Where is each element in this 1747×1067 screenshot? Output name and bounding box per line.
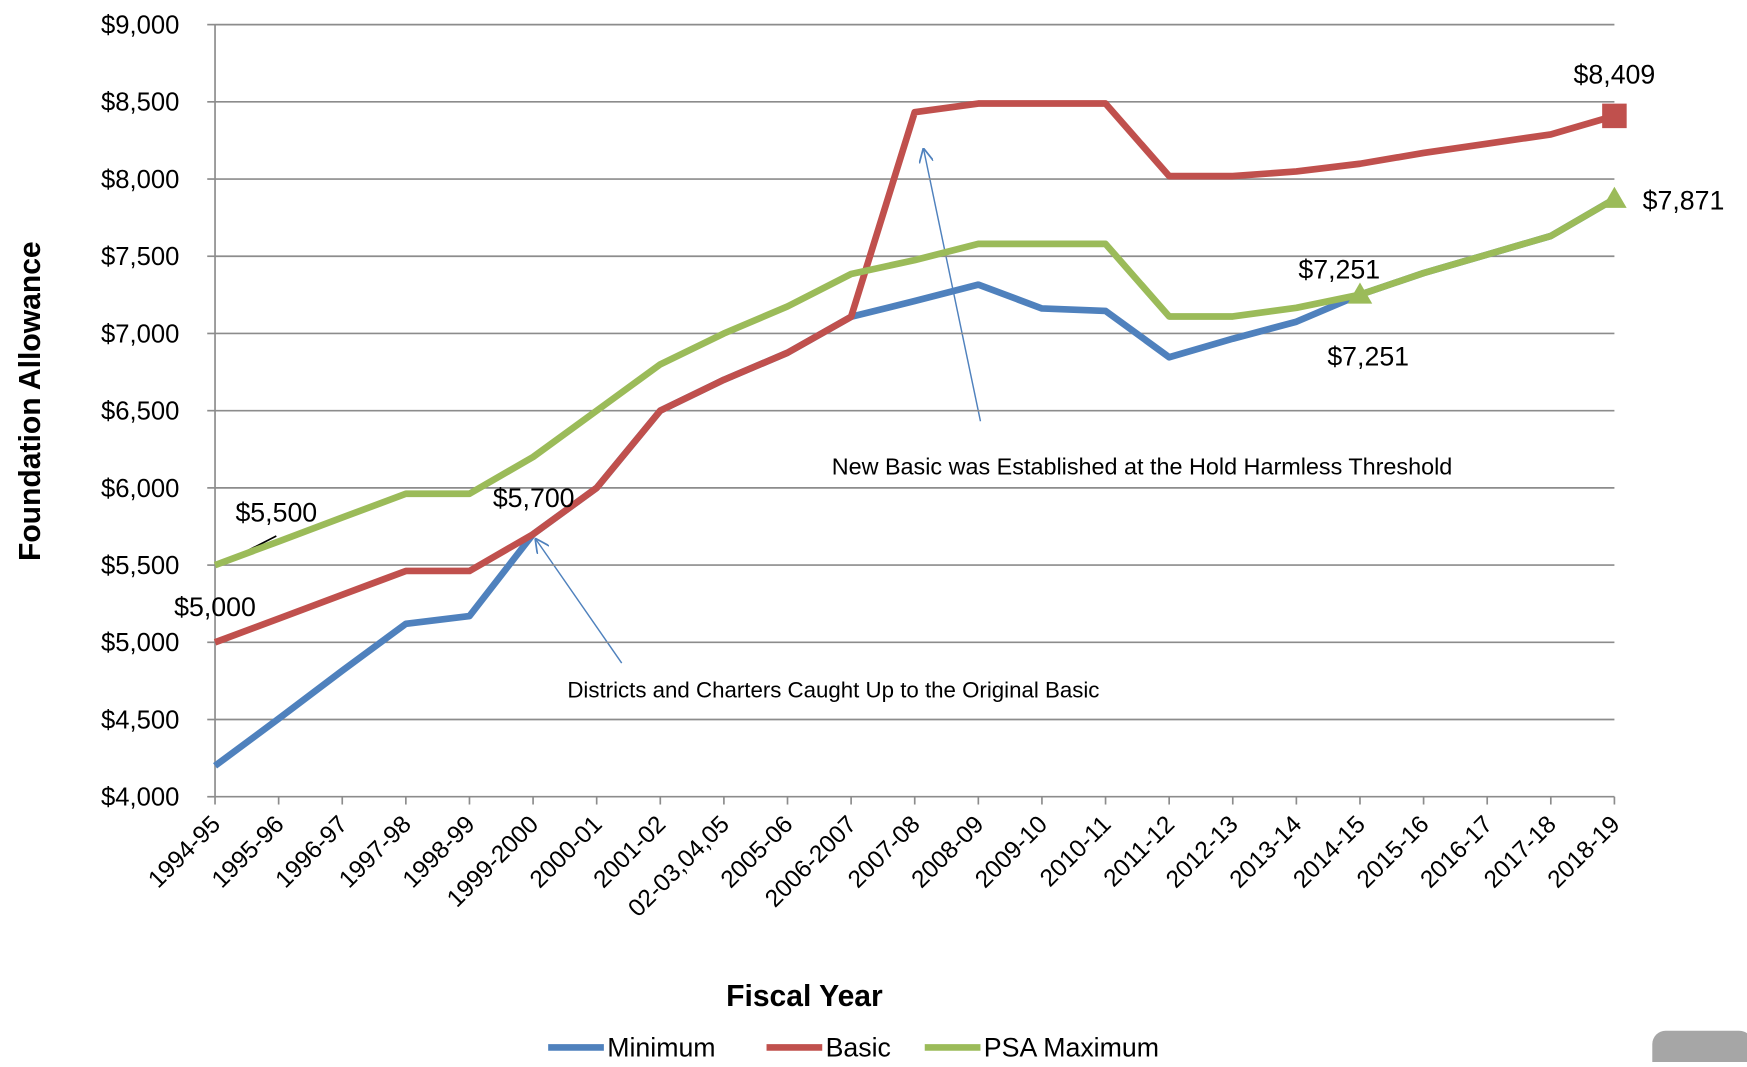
y-tick-label: $6,500: [101, 398, 179, 426]
y-tick-label: $4,500: [101, 706, 179, 734]
annotation: $7,251: [1298, 255, 1380, 285]
end-marker: [1602, 103, 1627, 129]
y-axis-title: Foundation Allowance: [14, 241, 47, 561]
annotation: New Basic was Established at the Hold Ha…: [832, 454, 1453, 480]
y-tick-label: $9,000: [101, 12, 179, 40]
arrow: [924, 149, 982, 422]
annotation: $8,409: [1574, 60, 1656, 90]
x-axis-title: Fiscal Year: [726, 980, 883, 1013]
point-marker: [1347, 282, 1373, 304]
legend-label: PSA Maximum: [984, 1032, 1159, 1062]
annotation: $5,500: [235, 498, 317, 528]
series-line: [213, 196, 1617, 569]
y-tick-label: $8,500: [101, 89, 179, 117]
y-tick-label: $7,000: [101, 320, 179, 348]
point-marker: [1602, 186, 1627, 208]
x-tick-label: 2009-10: [970, 811, 1053, 894]
legend-label: Basic: [826, 1032, 891, 1062]
y-tick-label: $8,000: [101, 166, 179, 194]
y-tick-label: $5,500: [101, 552, 179, 580]
annotation: $7,251: [1327, 342, 1409, 372]
annotation: $5,000: [174, 592, 256, 622]
x-tick-label: 2018-19: [1543, 811, 1626, 894]
legend-label: Minimum: [607, 1032, 715, 1062]
annotation: $7,871: [1643, 186, 1725, 216]
y-tick-label: $5,000: [101, 629, 179, 657]
y-tick-label: $7,500: [101, 243, 179, 271]
series-line: [213, 100, 1616, 646]
annotation: $5,700: [493, 483, 575, 513]
y-tick-label: $4,000: [101, 784, 179, 812]
logo: [1652, 1030, 1747, 1067]
annotation: Districts and Charters Caught Up to the …: [567, 678, 1099, 703]
y-tick-label: $6,000: [101, 475, 179, 503]
arrow: [536, 539, 623, 664]
